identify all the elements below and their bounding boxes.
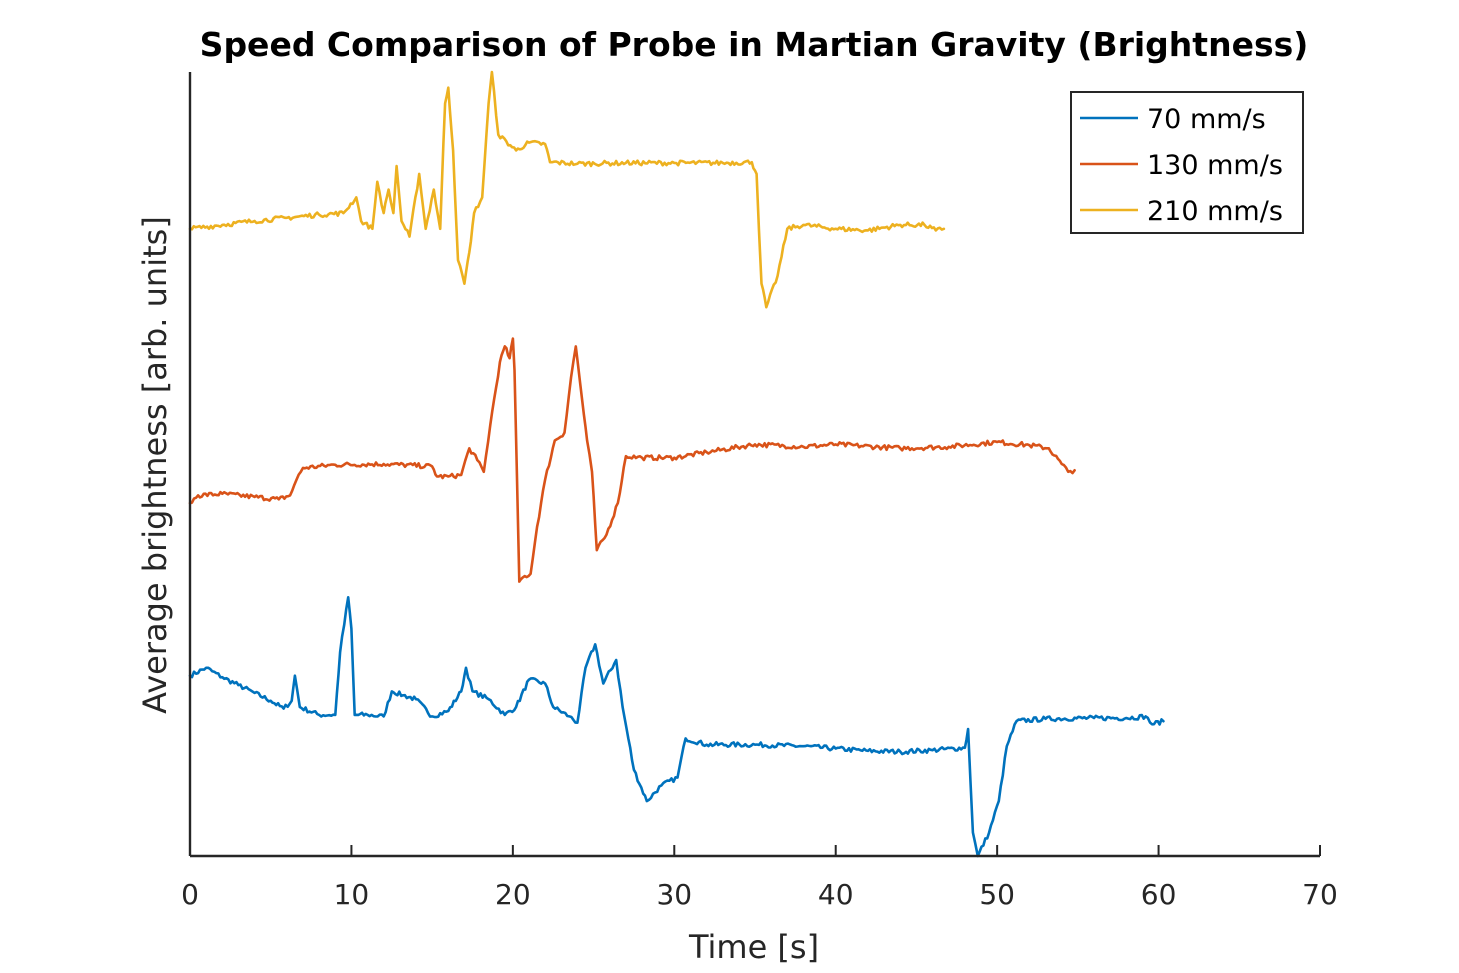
series-line-2	[188, 337, 1076, 583]
legend: 70 mm/s 130 mm/s 210 mm/s	[1070, 91, 1304, 234]
x-tick-label: 40	[818, 878, 854, 911]
series-line-1	[188, 596, 1165, 858]
x-axis-ticks: 0 10 20 30 40 50 60 70	[181, 845, 1338, 911]
x-tick-label: 20	[495, 878, 531, 911]
series-line-3	[188, 70, 946, 309]
x-tick-label: 30	[656, 878, 692, 911]
x-tick-label: 10	[334, 878, 370, 911]
x-tick-label: 60	[1141, 878, 1177, 911]
chart-title: Speed Comparison of Probe in Martian Gra…	[200, 25, 1309, 64]
y-axis-label: Average brightness [arb. units]	[136, 216, 174, 714]
x-axis-label: Time [s]	[688, 928, 819, 966]
series-layer	[188, 70, 1165, 858]
x-tick-label: 70	[1302, 878, 1338, 911]
x-tick-label: 50	[979, 878, 1015, 911]
legend-label-2: 130 mm/s	[1147, 150, 1283, 181]
legend-label-3: 210 mm/s	[1147, 196, 1283, 227]
legend-label-1: 70 mm/s	[1147, 104, 1266, 135]
x-tick-label: 0	[181, 878, 199, 911]
